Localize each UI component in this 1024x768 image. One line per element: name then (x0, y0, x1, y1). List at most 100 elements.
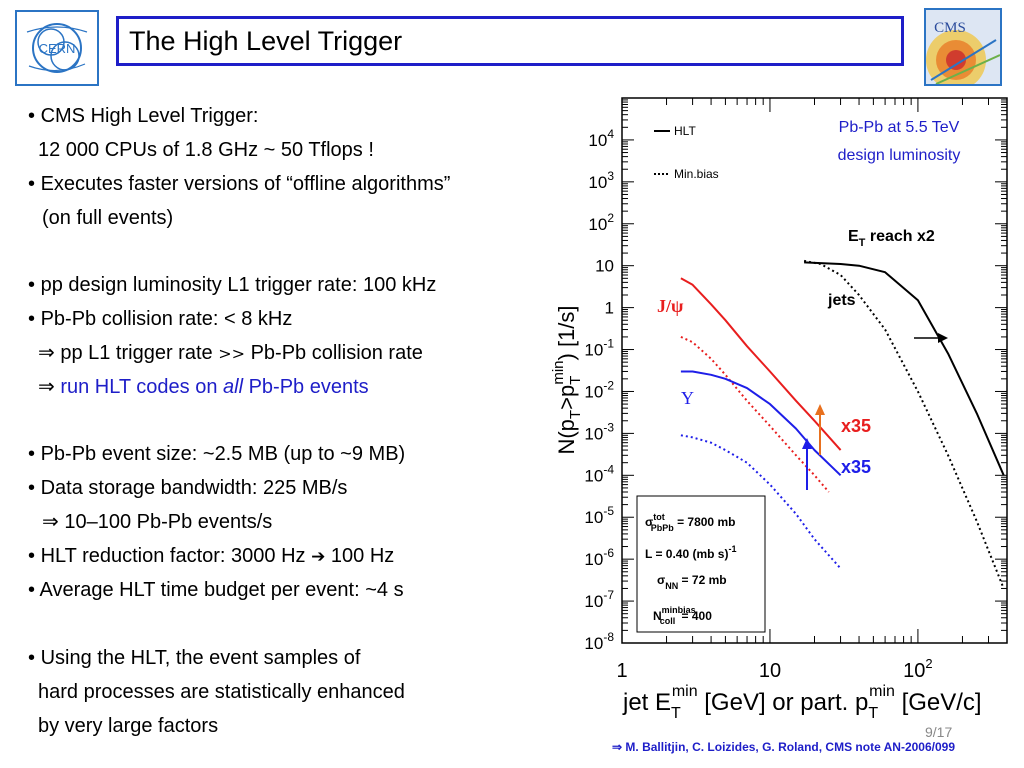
page-number: 9/17 (925, 724, 953, 740)
param-ncoll: Nminbias coll = 400 (653, 605, 712, 626)
label-et-reach: ET reach x2 (848, 228, 935, 249)
param-part: L = 0.40 (mb s) (645, 547, 728, 561)
x-tick-label: 1 (616, 660, 627, 682)
bullet-executes-detail: (on full events) (42, 206, 173, 230)
implication-text: 10–100 Pb-Pb events/s (64, 511, 273, 533)
x-label-sup: min (672, 683, 698, 700)
y-tick-label: 104 (588, 127, 614, 150)
reference-text: M. Ballitjin, C. Loizides, G. Roland, CM… (625, 740, 956, 754)
implication-text-rest: Pb-Pb collision rate (250, 342, 423, 364)
cms-logo-text: CMS (934, 20, 966, 36)
label-jpsi: J/ψ (657, 296, 684, 316)
legend-hlt-label: HLT (674, 124, 696, 138)
x-label-part: [GeV] or part. p (698, 689, 869, 716)
implication-events: ⇒ 10–100 Pb-Pb events/s (42, 510, 272, 534)
label-jets: jets (827, 292, 856, 309)
bullet-dot: • (28, 545, 36, 567)
implication-emphasis: all (223, 376, 244, 398)
bullet-text-rest: 100 Hz (330, 545, 395, 567)
bullet-text: Pb-Pb collision rate: < 8 kHz (40, 308, 293, 330)
bullet-cms-hlt: • CMS High Level Trigger: (28, 104, 258, 128)
y-tick-label: 10-4 (584, 462, 614, 485)
param-sup: tot (653, 512, 665, 522)
label-et-reach-sub: T (859, 237, 866, 249)
y-tick-label: 10-2 (584, 378, 614, 401)
param-sigma-tot: σtot PbPb = 7800 mb (645, 512, 735, 533)
implies-icon: ⇒ (38, 342, 55, 364)
implication-run-hlt: ⇒ run HLT codes on all Pb-Pb events (38, 375, 369, 399)
slide-title-box: The High Level Trigger (116, 16, 904, 66)
y-tick-label: 10-5 (584, 504, 614, 527)
slide-title: The High Level Trigger (129, 25, 403, 56)
param-part: σ (657, 573, 665, 587)
bullet-pbpb-rate: • Pb-Pb collision rate: < 8 kHz (28, 307, 292, 331)
param-sup: -1 (728, 544, 736, 554)
bullet-text: pp design luminosity L1 trigger rate: 10… (40, 274, 437, 296)
annotation-collision: Pb-Pb at 5.5 TeV (839, 119, 960, 136)
bullet-time-budget: • Average HLT time budget per event: ~4 … (28, 578, 404, 602)
label-upsilon: Υ (681, 388, 694, 408)
label-et-reach-rest: reach x2 (865, 228, 934, 245)
jet-reach-arrow (914, 333, 948, 343)
blue-enhancement-arrow (802, 438, 812, 490)
y-tick-label: 10 (595, 257, 614, 276)
y-tick-labels: 10410310210110-110-210-310-410-510-610-7… (584, 127, 614, 653)
y-tick-label: 102 (588, 211, 614, 234)
parameter-box (636, 495, 766, 633)
implication-text: run HLT codes on (60, 376, 224, 398)
y-tick-label: 10-1 (584, 337, 614, 360)
param-part: N (653, 609, 662, 623)
cern-logo-text: CERN (39, 41, 76, 56)
series-hlt-line (804, 261, 1005, 476)
x-tick-label: 102 (903, 656, 932, 682)
annotation-luminosity: design luminosity (838, 147, 961, 164)
param-value: = 400 (678, 609, 712, 623)
implies-icon: ⇒ (42, 511, 59, 533)
bullet-text: HLT reduction factor: 3000 Hz (40, 545, 306, 567)
bullet-using-hlt-line2: hard processes are statistically enhance… (38, 680, 405, 704)
implication-text-rest: Pb-Pb events (243, 376, 369, 398)
trigger-rate-chart: 10410310210110-110-210-310-410-510-610-7… (550, 97, 1008, 722)
bullet-text: Average HLT time budget per event: ~4 s (39, 579, 404, 601)
bullet-text: (on full events) (42, 207, 174, 229)
bullet-using-hlt: • Using the HLT, the event samples of (28, 646, 360, 670)
legend-minbias-label: Min.bias (674, 167, 719, 181)
bullet-using-hlt-line3: by very large factors (38, 714, 218, 738)
series-hlt-line (680, 277, 842, 451)
bullet-dot: • (28, 274, 36, 296)
arrow-right-icon: ➔ (311, 547, 326, 567)
bullet-pp-rate: • pp design luminosity L1 trigger rate: … (28, 273, 436, 297)
axis-ticks (621, 98, 1008, 644)
bullet-text: Executes faster versions of “offline alg… (40, 173, 451, 195)
bullet-event-size: • Pb-Pb event size: ~2.5 MB (up to ~9 MB… (28, 442, 405, 466)
bullet-text: Using the HLT, the event samples of (40, 647, 361, 669)
x-label-part: [GeV/c] (895, 689, 982, 716)
param-sub: PbPb (651, 523, 675, 533)
y-tick-label: 1 (605, 299, 614, 318)
much-greater-symbol: >> (218, 344, 246, 363)
y-tick-label: 103 (588, 169, 614, 192)
y-tick-label: 10-3 (584, 420, 614, 443)
x-label-sub: T (868, 705, 878, 722)
param-value: = 72 mb (678, 573, 726, 587)
series-minbias-line (680, 335, 830, 493)
y-tick-label: 10-7 (584, 588, 614, 611)
y-axis-label: N(pT>pTmin) [1/s] (550, 305, 584, 454)
series-minbias-line (803, 259, 1005, 589)
x-label-part: jet E (622, 689, 671, 716)
x-label-sup: min (869, 683, 895, 700)
bullet-dot: • (28, 308, 36, 330)
y-tick-label: 10-6 (584, 546, 614, 569)
label-et-reach-e: E (848, 228, 859, 245)
param-sup: minbias (662, 605, 696, 615)
x-tick-labels: 1 10 102 (616, 656, 932, 682)
reference-footnote: ⇒ M. Ballitjin, C. Loizides, G. Roland, … (612, 740, 955, 754)
bullet-text: Pb-Pb event size: ~2.5 MB (up to ~9 MB) (40, 443, 406, 465)
param-luminosity: L = 0.40 (mb s)-1 (645, 544, 737, 561)
implies-icon: ⇒ (38, 376, 55, 398)
bullet-dot: • (28, 579, 36, 601)
bullet-text: CMS High Level Trigger: (40, 105, 259, 127)
bullet-text: hard processes are statistically enhance… (38, 681, 405, 703)
bullet-dot: • (28, 647, 36, 669)
bullet-reduction: • HLT reduction factor: 3000 Hz ➔ 100 Hz (28, 544, 394, 569)
